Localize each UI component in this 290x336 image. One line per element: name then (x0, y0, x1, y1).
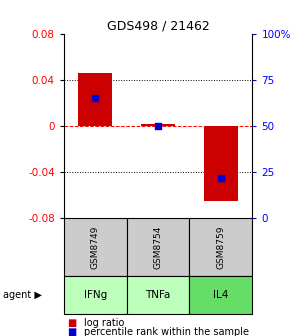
Text: percentile rank within the sample: percentile rank within the sample (84, 327, 249, 336)
Title: GDS498 / 21462: GDS498 / 21462 (107, 19, 209, 33)
Bar (189, 276, 252, 314)
Text: GSM8754: GSM8754 (153, 225, 163, 269)
Text: GSM8749: GSM8749 (91, 225, 100, 269)
Text: agent ▶: agent ▶ (3, 290, 42, 300)
Text: ■: ■ (67, 318, 76, 328)
Point (156, 123, 160, 129)
Bar (64, 276, 127, 314)
Bar (127, 276, 189, 314)
Bar (78, 73, 113, 126)
Bar (189, 218, 252, 276)
Text: TNFa: TNFa (145, 290, 171, 300)
Text: log ratio: log ratio (84, 318, 124, 328)
Bar (204, 126, 238, 201)
Point (219, 175, 223, 180)
Text: IFNg: IFNg (84, 290, 107, 300)
Text: GSM8759: GSM8759 (216, 225, 225, 269)
Bar (127, 218, 189, 276)
Point (93, 95, 97, 101)
Bar (64, 218, 127, 276)
Bar (141, 124, 175, 126)
Text: ■: ■ (67, 327, 76, 336)
Text: IL4: IL4 (213, 290, 229, 300)
